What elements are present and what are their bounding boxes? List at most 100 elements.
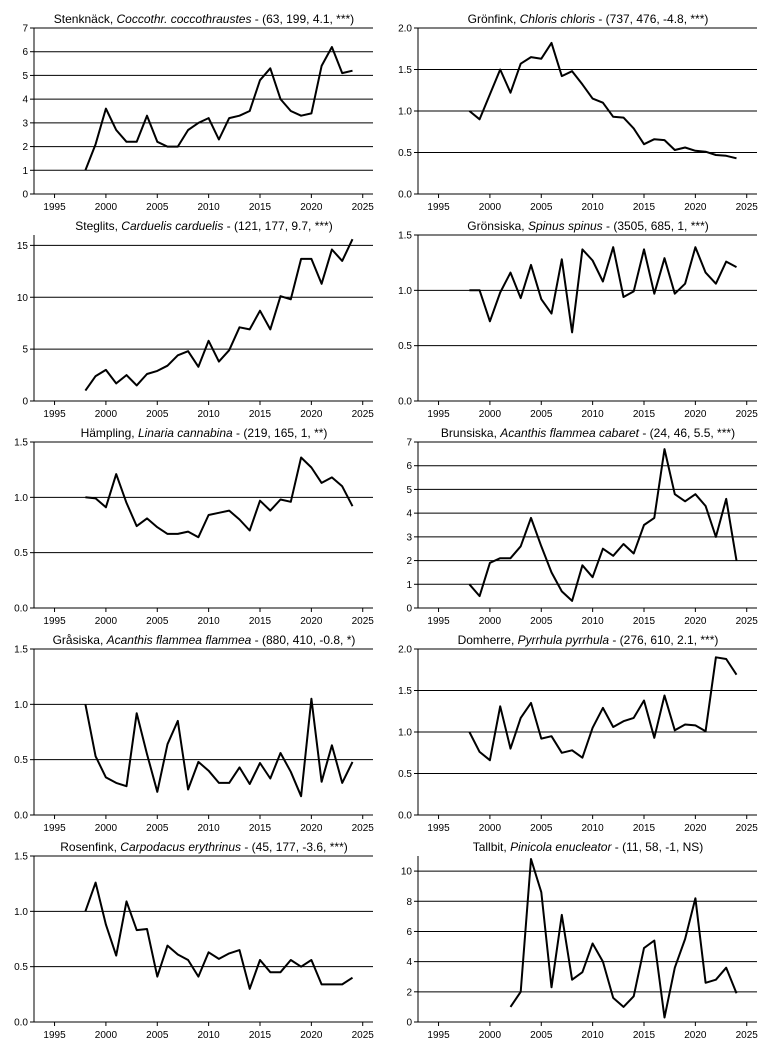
- y-tick-label: 7: [22, 24, 28, 35]
- x-tick-label: 1995: [427, 823, 450, 834]
- y-tick-label: 5: [22, 71, 28, 82]
- x-tick-label: 2025: [352, 409, 375, 420]
- line-chart-svg: 0.0 0.5 1.0 1.5 1995 2000 2005 2010 2015 2020 2025: [14, 645, 374, 835]
- series-line: [85, 456, 354, 539]
- y-tick-label: 0.5: [398, 341, 412, 352]
- title-latin-name: Linaria cannabina: [137, 426, 233, 440]
- y-tick-label: 0.0: [14, 604, 28, 615]
- y-tick-label: 8: [406, 897, 412, 908]
- y-tick-label: 0.5: [398, 769, 412, 780]
- y-tick-label: 1.0: [14, 493, 28, 504]
- title-stats: - (45, 177, -3.6, ***): [241, 840, 348, 854]
- x-tick-label: 2010: [582, 1030, 605, 1041]
- chart-panel: Stenknäck, Coccothr. coccothraustes - (6…: [0, 12, 384, 219]
- y-tick-label: 7: [406, 438, 412, 449]
- title-stats: - (121, 177, 9.7, ***): [223, 219, 333, 233]
- line-chart-svg: 0.0 0.5 1.0 1.5 2.0 1995 2000 2005 2010 2015 2020 2…: [398, 645, 758, 835]
- x-tick-label: 2005: [146, 823, 169, 834]
- y-tick-label: 1: [22, 166, 28, 177]
- chart-panel: Hämpling, Linaria cannabina - (219, 165,…: [0, 426, 384, 633]
- x-tick-label: 2015: [633, 202, 656, 213]
- x-tick-label: 2005: [146, 409, 169, 420]
- x-tick-label: 2005: [146, 202, 169, 213]
- y-tick-label: 2.0: [398, 645, 412, 656]
- title-latin-name: Acanthis flammea cabaret: [500, 426, 640, 440]
- y-tick-label: 5: [22, 345, 28, 356]
- y-tick-label: 0: [22, 397, 28, 408]
- chart-title: Brunsiska, Acanthis flammea cabaret - (2…: [418, 426, 758, 442]
- series-line: [84, 46, 353, 171]
- y-tick-label: 0.0: [14, 1018, 28, 1029]
- x-tick-label: 2015: [633, 616, 656, 627]
- chart-panel: Steglits, Carduelis carduelis - (121, 17…: [0, 219, 384, 426]
- x-tick-label: 2000: [95, 823, 118, 834]
- x-tick-label: 2000: [479, 1030, 502, 1041]
- x-tick-label: 2010: [582, 616, 605, 627]
- y-tick-label: 6: [406, 927, 412, 938]
- chart-panel: Tallbit, Pinicola enucleator - (11, 58, …: [384, 840, 768, 1047]
- title-common-name: Brunsiska,: [440, 426, 501, 440]
- title-stats: - (737, 476, -4.8, ***): [595, 12, 709, 26]
- series-line: [468, 656, 738, 762]
- y-tick-label: 6: [22, 47, 28, 58]
- x-tick-label: 2010: [582, 202, 605, 213]
- x-tick-label: 2015: [249, 409, 272, 420]
- x-tick-label: 1995: [43, 823, 66, 834]
- y-tick-label: 0: [406, 604, 412, 615]
- title-common-name: Stenknäck,: [53, 12, 117, 26]
- x-tick-label: 2010: [582, 409, 605, 420]
- x-tick-label: 2020: [684, 409, 707, 420]
- title-stats: - (63, 199, 4.1, ***): [251, 12, 355, 26]
- x-tick-label: 2020: [684, 823, 707, 834]
- title-common-name: Grönsiska,: [467, 219, 528, 233]
- title-latin-name: Spinus spinus: [527, 219, 603, 233]
- x-tick-label: 2025: [352, 616, 375, 627]
- title-stats: - (276, 610, 2.1, ***): [609, 633, 719, 647]
- y-tick-label: 0.5: [14, 962, 28, 973]
- chart-title: Tallbit, Pinicola enucleator - (11, 58, …: [418, 840, 758, 856]
- y-tick-label: 1.5: [14, 645, 28, 656]
- x-tick-label: 2015: [249, 202, 272, 213]
- x-tick-label: 2005: [530, 202, 553, 213]
- line-chart-svg: 0.0 0.5 1.0 1.5 2.0 1995 2000 2005 2010 2015 2020 2…: [398, 24, 759, 214]
- y-tick-label: 0.0: [398, 190, 412, 201]
- x-tick-label: 2020: [300, 823, 323, 834]
- x-tick-label: 2000: [95, 616, 118, 627]
- y-tick-label: 0.0: [398, 811, 412, 822]
- chart-title: Domherre, Pyrrhula pyrrhula - (276, 610,…: [418, 633, 758, 649]
- series-line: [84, 881, 354, 990]
- x-tick-label: 2000: [479, 202, 502, 213]
- chart-panel: Gråsiska, Acanthis flammea flammea - (88…: [0, 633, 384, 840]
- y-tick-label: 1.5: [14, 852, 28, 863]
- x-tick-label: 2020: [684, 616, 707, 627]
- x-tick-label: 1995: [427, 616, 450, 627]
- x-tick-label: 2025: [352, 202, 375, 213]
- series-line: [509, 858, 738, 1019]
- title-latin-name: Pyrrhula pyrrhula: [517, 633, 609, 647]
- y-tick-label: 1.0: [398, 728, 412, 739]
- line-chart-svg: 0 2 4 6 8 10 1995 2000 2005 2010 2015 2020 2025: [401, 856, 758, 1041]
- x-tick-label: 2000: [95, 1030, 118, 1041]
- x-tick-label: 2000: [479, 616, 502, 627]
- x-tick-label: 2010: [198, 616, 221, 627]
- y-tick-label: 2: [406, 556, 412, 567]
- series-line: [84, 697, 354, 798]
- title-stats: - (11, 58, -1, NS): [611, 840, 704, 854]
- x-tick-label: 2010: [198, 409, 221, 420]
- y-tick-label: 3: [406, 532, 412, 543]
- title-latin-name: Carpodacus erythrinus: [120, 840, 242, 854]
- x-tick-label: 2005: [530, 1030, 553, 1041]
- y-tick-label: 0: [22, 190, 28, 201]
- x-tick-label: 2020: [300, 616, 323, 627]
- line-chart-svg: 0 1 2 3 4 5 6 7 1995 2000 2005 2010 2015 2020 2025: [406, 438, 758, 628]
- chart-title: Hämpling, Linaria cannabina - (219, 165,…: [34, 426, 374, 442]
- title-common-name: Gråsiska,: [52, 633, 107, 647]
- chart-panel: Domherre, Pyrrhula pyrrhula - (276, 610,…: [384, 633, 768, 840]
- line-chart-svg: 0 5 10 15 1995 2000 2005 2010 2015 2020 2025: [17, 235, 375, 420]
- y-tick-label: 1.0: [14, 700, 28, 711]
- x-tick-label: 2020: [300, 202, 323, 213]
- title-latin-name: Acanthis flammea flammea: [106, 633, 252, 647]
- y-tick-label: 5: [406, 485, 412, 496]
- x-tick-label: 2000: [479, 409, 502, 420]
- x-tick-label: 2025: [736, 202, 759, 213]
